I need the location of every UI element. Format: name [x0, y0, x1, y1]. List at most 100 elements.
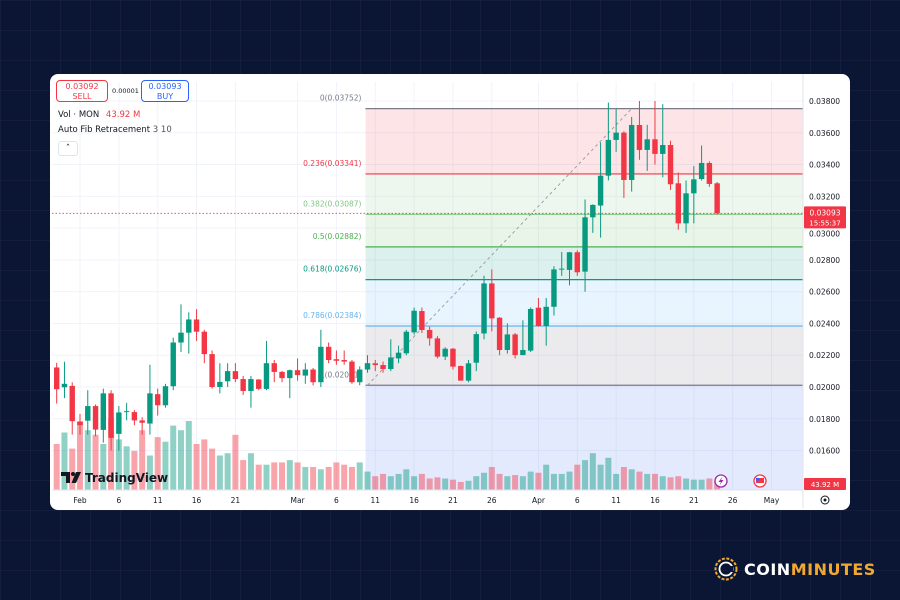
- candle[interactable]: [582, 199, 588, 292]
- candle[interactable]: [224, 363, 231, 387]
- candle[interactable]: [217, 363, 223, 394]
- candle[interactable]: [512, 332, 518, 359]
- candle[interactable]: [131, 410, 138, 426]
- candle[interactable]: [566, 251, 573, 286]
- candle[interactable]: [473, 331, 479, 372]
- candle[interactable]: [116, 406, 122, 451]
- candle[interactable]: [318, 329, 324, 387]
- candle[interactable]: [652, 101, 658, 165]
- candle[interactable]: [341, 350, 347, 365]
- candle[interactable]: [357, 366, 363, 386]
- candle[interactable]: [263, 340, 270, 391]
- candle[interactable]: [667, 140, 674, 190]
- candle-body: [388, 357, 394, 370]
- candle[interactable]: [271, 359, 277, 383]
- candle[interactable]: [597, 142, 604, 238]
- candle[interactable]: [333, 350, 340, 365]
- candle[interactable]: [426, 326, 433, 346]
- candle[interactable]: [527, 307, 534, 353]
- candle[interactable]: [574, 250, 580, 276]
- candle-body: [77, 421, 83, 426]
- candle[interactable]: [302, 363, 309, 384]
- candle-body: [520, 349, 526, 356]
- candle[interactable]: [675, 172, 681, 230]
- candle[interactable]: [325, 342, 332, 364]
- candle[interactable]: [85, 390, 91, 435]
- candle[interactable]: [77, 414, 83, 435]
- candle[interactable]: [605, 102, 612, 181]
- candle[interactable]: [395, 345, 402, 364]
- candle[interactable]: [613, 108, 619, 152]
- candle[interactable]: [691, 166, 697, 224]
- candle[interactable]: [706, 161, 713, 187]
- candle[interactable]: [178, 304, 184, 353]
- candle[interactable]: [698, 145, 705, 181]
- candle[interactable]: [543, 298, 549, 346]
- candle[interactable]: [294, 358, 301, 381]
- candle[interactable]: [256, 379, 262, 391]
- sell-button[interactable]: 0.03092 SELL: [56, 80, 108, 102]
- candle[interactable]: [683, 180, 689, 233]
- candle[interactable]: [636, 101, 643, 160]
- candle[interactable]: [714, 182, 720, 215]
- candle[interactable]: [496, 317, 503, 356]
- candle[interactable]: [349, 359, 355, 384]
- candle[interactable]: [590, 204, 596, 233]
- candle[interactable]: [628, 116, 635, 192]
- candle[interactable]: [170, 337, 176, 391]
- candle-body: [302, 369, 309, 376]
- fib-legend[interactable]: Auto Fib Retracement 3 10: [58, 125, 172, 135]
- candle[interactable]: [155, 388, 161, 416]
- candle[interactable]: [279, 371, 285, 383]
- candle[interactable]: [489, 269, 495, 332]
- candle[interactable]: [644, 124, 650, 171]
- fib-trend-line[interactable]: [367, 108, 632, 386]
- candle[interactable]: [61, 361, 68, 399]
- candle[interactable]: [147, 364, 153, 435]
- candle[interactable]: [465, 359, 472, 383]
- candle[interactable]: [458, 365, 464, 381]
- candle[interactable]: [450, 348, 456, 370]
- settings-gear-icon[interactable]: [820, 495, 830, 505]
- volume-bar: [434, 477, 441, 490]
- candle[interactable]: [186, 312, 192, 354]
- candle[interactable]: [162, 383, 169, 408]
- volume-legend[interactable]: Vol · MON 43.92 M: [58, 110, 140, 120]
- candle[interactable]: [419, 307, 425, 333]
- candle[interactable]: [123, 402, 130, 421]
- y-tick-label: 0.02200: [809, 351, 840, 360]
- candle[interactable]: [108, 390, 114, 451]
- candle[interactable]: [380, 361, 386, 373]
- candle[interactable]: [364, 355, 371, 373]
- candle[interactable]: [411, 307, 417, 335]
- chevron-up-icon[interactable]: ˆ: [58, 141, 78, 156]
- candle[interactable]: [248, 375, 254, 408]
- candle[interactable]: [434, 336, 441, 359]
- candle[interactable]: [287, 369, 293, 399]
- candle[interactable]: [403, 329, 410, 356]
- candle[interactable]: [660, 104, 666, 178]
- candle[interactable]: [53, 362, 60, 404]
- candle[interactable]: [201, 329, 208, 364]
- candle[interactable]: [621, 131, 627, 198]
- candle[interactable]: [100, 388, 107, 443]
- candle[interactable]: [388, 339, 394, 372]
- candle[interactable]: [559, 251, 565, 276]
- candle[interactable]: [442, 347, 448, 360]
- candle[interactable]: [551, 266, 557, 316]
- candle[interactable]: [481, 275, 487, 340]
- candle[interactable]: [535, 298, 542, 327]
- buy-button[interactable]: 0.03093 BUY: [141, 80, 189, 102]
- candle[interactable]: [193, 309, 200, 341]
- candle[interactable]: [139, 417, 145, 435]
- candle[interactable]: [504, 323, 511, 354]
- candle[interactable]: [520, 320, 526, 356]
- candle[interactable]: [232, 363, 239, 383]
- candle[interactable]: [372, 359, 378, 372]
- candle[interactable]: [69, 382, 75, 435]
- candle[interactable]: [209, 350, 215, 389]
- candle[interactable]: [240, 375, 246, 395]
- candle[interactable]: [310, 367, 316, 386]
- candle[interactable]: [92, 404, 99, 437]
